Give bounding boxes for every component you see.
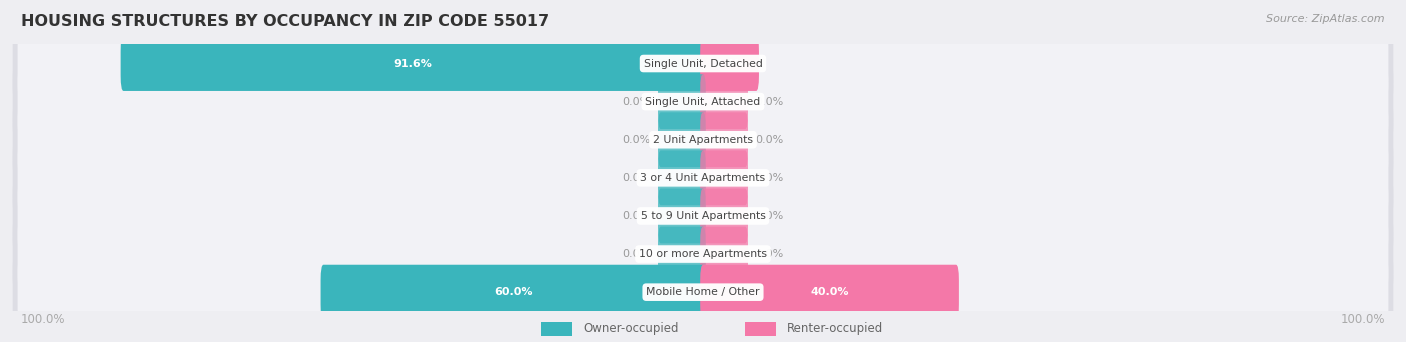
FancyBboxPatch shape <box>17 125 1389 231</box>
FancyBboxPatch shape <box>13 116 1393 240</box>
Text: 0.0%: 0.0% <box>621 211 650 221</box>
Text: 0.0%: 0.0% <box>756 249 785 259</box>
Text: 0.0%: 0.0% <box>621 97 650 107</box>
Text: 60.0%: 60.0% <box>494 287 533 297</box>
Text: 91.6%: 91.6% <box>394 58 433 68</box>
FancyBboxPatch shape <box>13 40 1393 163</box>
FancyBboxPatch shape <box>700 150 748 205</box>
Text: 40.0%: 40.0% <box>810 287 849 297</box>
Text: Source: ZipAtlas.com: Source: ZipAtlas.com <box>1267 14 1385 24</box>
Text: Owner-occupied: Owner-occupied <box>583 322 679 335</box>
Text: 0.0%: 0.0% <box>756 173 785 183</box>
Text: HOUSING STRUCTURES BY OCCUPANCY IN ZIP CODE 55017: HOUSING STRUCTURES BY OCCUPANCY IN ZIP C… <box>21 14 550 29</box>
Text: 100.0%: 100.0% <box>1340 313 1385 326</box>
Text: 0.0%: 0.0% <box>621 173 650 183</box>
Text: 10 or more Apartments: 10 or more Apartments <box>638 249 768 259</box>
Text: 0.0%: 0.0% <box>756 135 785 145</box>
FancyBboxPatch shape <box>658 112 706 167</box>
FancyBboxPatch shape <box>745 322 776 336</box>
FancyBboxPatch shape <box>700 188 748 244</box>
Text: Single Unit, Detached: Single Unit, Detached <box>644 58 762 68</box>
Text: 2 Unit Apartments: 2 Unit Apartments <box>652 135 754 145</box>
Text: Mobile Home / Other: Mobile Home / Other <box>647 287 759 297</box>
FancyBboxPatch shape <box>17 240 1389 342</box>
Text: Single Unit, Attached: Single Unit, Attached <box>645 97 761 107</box>
FancyBboxPatch shape <box>700 265 959 320</box>
Text: 5 to 9 Unit Apartments: 5 to 9 Unit Apartments <box>641 211 765 221</box>
FancyBboxPatch shape <box>658 227 706 281</box>
FancyBboxPatch shape <box>700 36 759 91</box>
FancyBboxPatch shape <box>541 322 572 336</box>
FancyBboxPatch shape <box>13 192 1393 316</box>
FancyBboxPatch shape <box>17 163 1389 268</box>
FancyBboxPatch shape <box>17 87 1389 192</box>
Text: 0.0%: 0.0% <box>756 211 785 221</box>
Text: 0.0%: 0.0% <box>621 135 650 145</box>
FancyBboxPatch shape <box>17 49 1389 154</box>
FancyBboxPatch shape <box>700 112 748 167</box>
Text: 100.0%: 100.0% <box>21 313 66 326</box>
FancyBboxPatch shape <box>17 11 1389 116</box>
FancyBboxPatch shape <box>13 78 1393 201</box>
FancyBboxPatch shape <box>13 231 1393 342</box>
Text: Renter-occupied: Renter-occupied <box>787 322 883 335</box>
FancyBboxPatch shape <box>17 201 1389 307</box>
FancyBboxPatch shape <box>13 2 1393 125</box>
FancyBboxPatch shape <box>321 265 706 320</box>
FancyBboxPatch shape <box>121 36 706 91</box>
FancyBboxPatch shape <box>658 74 706 129</box>
Text: 3 or 4 Unit Apartments: 3 or 4 Unit Apartments <box>641 173 765 183</box>
FancyBboxPatch shape <box>658 150 706 205</box>
FancyBboxPatch shape <box>700 74 748 129</box>
FancyBboxPatch shape <box>658 188 706 244</box>
FancyBboxPatch shape <box>13 154 1393 278</box>
Text: 8.4%: 8.4% <box>714 58 745 68</box>
Text: 0.0%: 0.0% <box>621 249 650 259</box>
Text: 0.0%: 0.0% <box>756 97 785 107</box>
FancyBboxPatch shape <box>700 227 748 281</box>
